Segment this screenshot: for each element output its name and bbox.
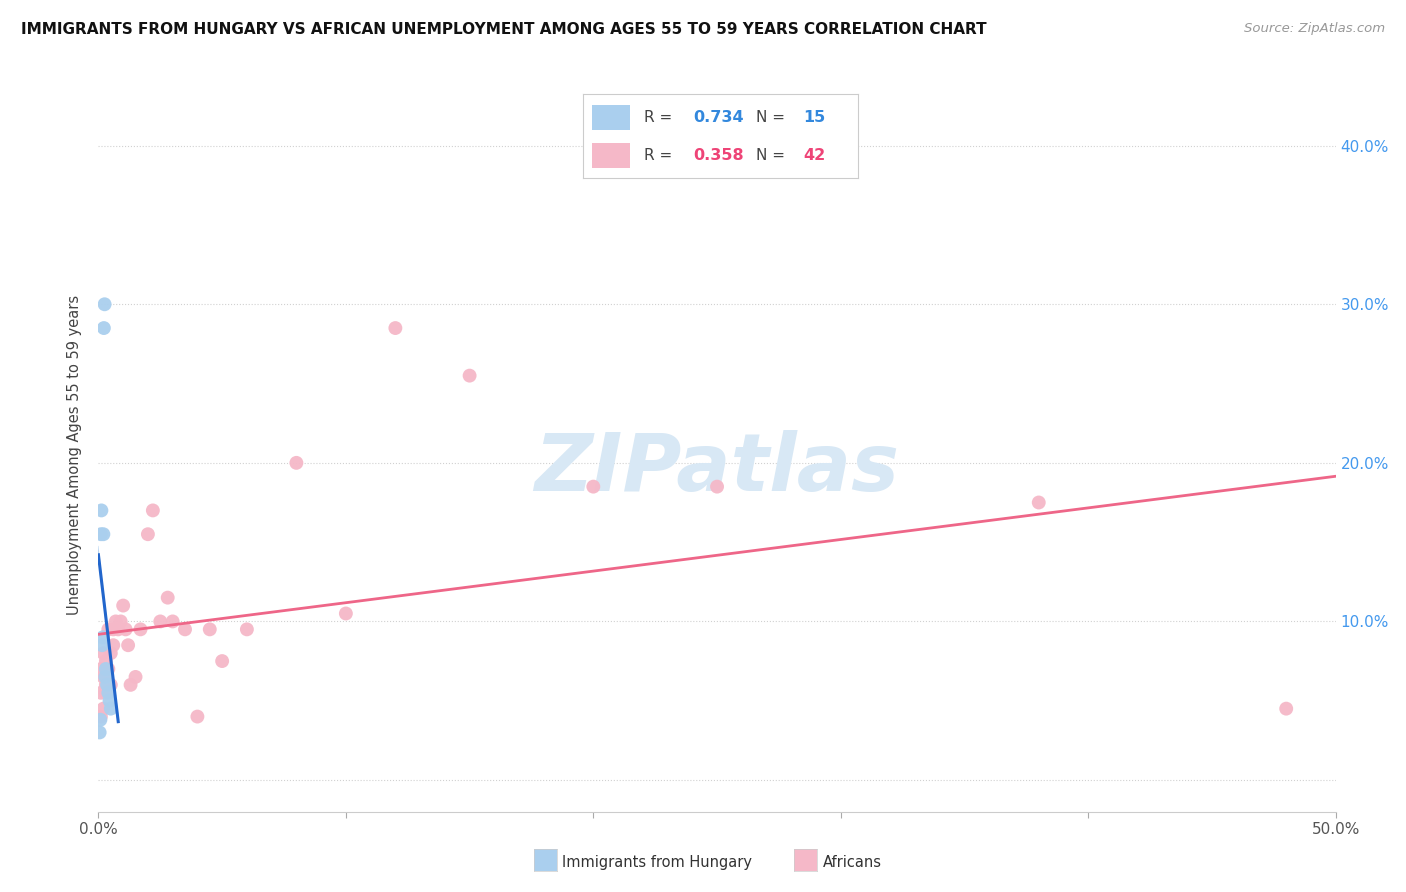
Text: Immigrants from Hungary: Immigrants from Hungary (562, 855, 752, 870)
Point (211, 654, 233, 668)
Point (124, 670, 146, 684)
Point (100, 678, 122, 692)
Point (93, 321, 115, 335)
Point (91, 630, 114, 644)
Point (93, 646, 115, 660)
Point (142, 503, 165, 517)
Text: IMMIGRANTS FROM HUNGARY VS AFRICAN UNEMPLOYMENT AMONG AGES 55 TO 59 YEARS CORREL: IMMIGRANTS FROM HUNGARY VS AFRICAN UNEMP… (21, 22, 987, 37)
Point (90, 503, 112, 517)
Point (100, 701, 122, 715)
Text: 0.734: 0.734 (693, 110, 744, 125)
Point (97, 686, 120, 700)
Point (90, 709, 112, 723)
Point (149, 615, 172, 629)
Point (94, 654, 117, 668)
Point (706, 480, 728, 494)
Point (112, 599, 135, 613)
Point (117, 638, 139, 652)
Point (90, 527, 112, 541)
Point (93, 670, 115, 684)
Point (103, 623, 125, 637)
Point (89, 713, 111, 727)
Point (90, 686, 112, 700)
Text: Source: ZipAtlas.com: Source: ZipAtlas.com (1244, 22, 1385, 36)
Point (91, 638, 114, 652)
Text: N =: N = (756, 110, 785, 125)
Text: 15: 15 (803, 110, 825, 125)
Text: R =: R = (644, 148, 672, 163)
Point (110, 615, 132, 629)
Point (114, 623, 136, 637)
Point (93, 527, 115, 541)
Point (384, 321, 406, 335)
Point (104, 615, 127, 629)
Point (162, 615, 184, 629)
Point (335, 607, 357, 621)
Point (97, 662, 120, 676)
Point (89, 725, 111, 739)
Point (94, 670, 117, 684)
Point (93, 297, 115, 311)
Point (93, 701, 115, 715)
Point (1275, 701, 1298, 715)
Text: ZIPatlas: ZIPatlas (534, 430, 900, 508)
Point (94, 686, 117, 700)
Point (285, 456, 308, 470)
Point (174, 623, 197, 637)
Point (96, 678, 118, 692)
Point (136, 527, 159, 541)
Text: Africans: Africans (823, 855, 882, 870)
Point (90, 662, 112, 676)
Text: N =: N = (756, 148, 785, 163)
Point (107, 623, 129, 637)
FancyBboxPatch shape (592, 143, 630, 169)
Point (100, 646, 122, 660)
Point (97, 623, 120, 637)
Point (156, 591, 179, 605)
Point (198, 623, 221, 637)
Point (582, 480, 605, 494)
Point (458, 368, 481, 383)
Point (120, 678, 142, 692)
FancyBboxPatch shape (592, 104, 630, 130)
Point (129, 623, 152, 637)
Text: 0.358: 0.358 (693, 148, 744, 163)
Point (103, 638, 125, 652)
Point (94, 678, 117, 692)
Text: R =: R = (644, 110, 672, 125)
Y-axis label: Unemployment Among Ages 55 to 59 years: Unemployment Among Ages 55 to 59 years (67, 295, 83, 615)
Point (236, 623, 259, 637)
Text: 42: 42 (803, 148, 825, 163)
Point (98, 694, 121, 708)
Point (1028, 495, 1050, 509)
Point (94, 662, 117, 676)
Point (186, 709, 208, 723)
